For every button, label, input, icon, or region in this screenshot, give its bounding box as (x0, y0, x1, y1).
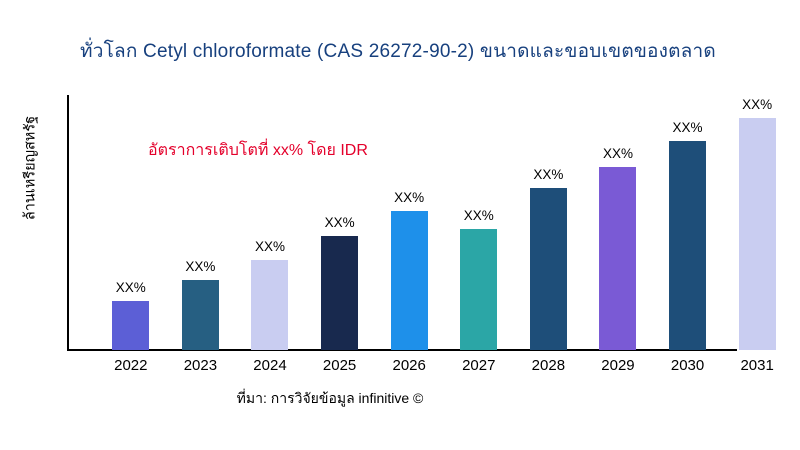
y-axis-line (67, 95, 69, 351)
bar-stack-2027: XX% (460, 208, 498, 350)
x-tick-2025: 2025 (322, 357, 357, 374)
x-tick-2026: 2026 (392, 357, 426, 374)
bar-2029 (599, 167, 637, 350)
bar-2028 (529, 188, 567, 350)
bar-group-2026: XX% (374, 190, 444, 350)
bar-2027 (460, 229, 498, 350)
bar-group-2029: XX% (583, 146, 653, 350)
x-axis-line (67, 349, 737, 351)
bar-stack-2026: XX% (390, 190, 428, 350)
bar-group-2027: XX% (444, 208, 514, 350)
y-axis-label: ล้านเหรียญสหรัฐ (22, 115, 39, 221)
bar-stack-2023: XX% (181, 259, 219, 350)
bar-stack-2029: XX% (599, 146, 637, 350)
bar-value-label-2025: XX% (324, 215, 355, 230)
x-tick-2028: 2028 (531, 357, 566, 374)
chart-title: ทั่วโลก Cetyl chloroformate (CAS 26272-9… (80, 41, 716, 62)
bar-2022 (112, 301, 150, 350)
bar-group-2023: XX% (166, 259, 236, 350)
bar-group-2030: XX% (653, 120, 723, 350)
x-tick-2024: 2024 (253, 357, 287, 374)
x-tick-row: 2022 2023 2024 2025 2026 2027 2028 2029 2030 2031 (96, 357, 792, 374)
bar-group-2022: XX% (96, 280, 166, 350)
bar-2030 (669, 141, 707, 350)
bar-value-label-2030: XX% (672, 120, 703, 135)
bar-group-2024: XX% (235, 239, 305, 350)
bar-stack-2024: XX% (251, 239, 289, 350)
bar-value-label-2024: XX% (254, 239, 285, 254)
bar-stack-2025: XX% (321, 215, 359, 350)
bar-2026 (390, 211, 428, 350)
bar-value-label-2031: XX% (742, 97, 773, 112)
bar-value-label-2022: XX% (115, 280, 146, 295)
bar-value-label-2029: XX% (602, 146, 633, 161)
x-tick-2022: 2022 (114, 357, 148, 374)
x-tick-2029: 2029 (601, 357, 635, 374)
bar-value-label-2028: XX% (533, 167, 564, 182)
bar-stack-2022: XX% (112, 280, 150, 350)
growth-rate-annotation: อัตราการเติบโตที่ xx% โดย IDR (148, 142, 368, 159)
bar-2025 (321, 236, 359, 350)
bar-group-2031: XX% (722, 97, 792, 350)
x-tick-2027: 2027 (462, 357, 496, 374)
source-note: ที่มา: การวิจัยข้อมูล infinitive © (236, 390, 424, 406)
bars-container: XX% XX% XX% XX% XX% XX% XX% XX% XX% XX% (96, 95, 792, 350)
bar-stack-2028: XX% (529, 167, 567, 350)
bar-2031 (738, 118, 776, 350)
x-tick-2030: 2030 (670, 357, 705, 374)
bar-group-2025: XX% (305, 215, 375, 350)
bar-2023 (181, 280, 219, 350)
bar-stack-2030: XX% (669, 120, 707, 350)
bar-group-2028: XX% (514, 167, 584, 350)
bar-2024 (251, 260, 289, 350)
x-tick-2023: 2023 (183, 357, 218, 374)
bar-value-label-2023: XX% (185, 259, 216, 274)
x-tick-2031: 2031 (740, 357, 774, 374)
bar-stack-2031: XX% (738, 97, 776, 350)
bar-value-label-2026: XX% (394, 190, 425, 205)
bar-value-label-2027: XX% (463, 208, 494, 223)
